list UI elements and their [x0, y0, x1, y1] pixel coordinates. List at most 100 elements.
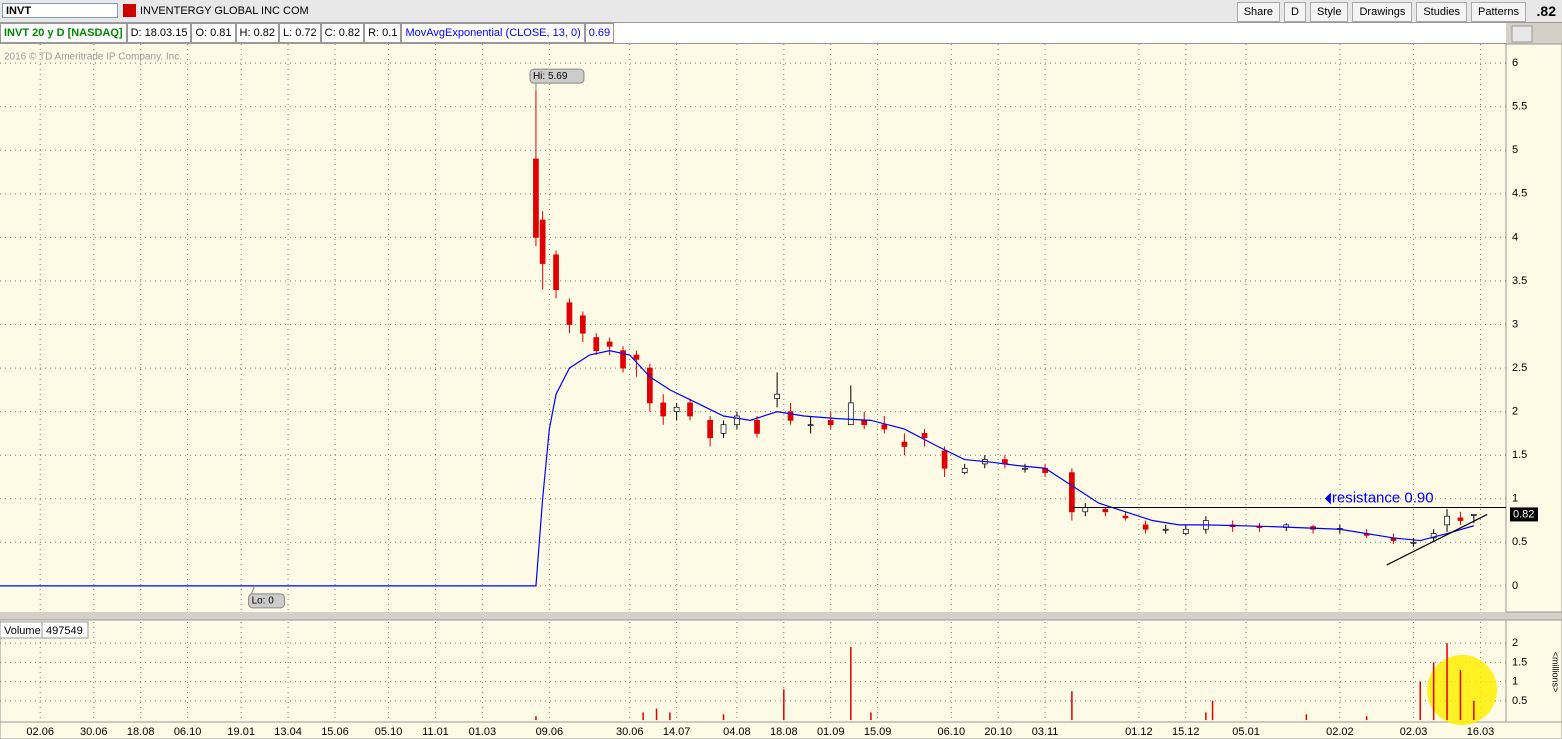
y-tick-label: 4.5 — [1512, 188, 1527, 200]
candle-body — [921, 433, 928, 439]
volume-bar — [1419, 681, 1421, 721]
info-bar: INVT 20 y D [NASDAQ] D: 18.03.15 O: 0.81… — [0, 23, 1506, 44]
volume-value-box — [41, 621, 89, 639]
candle-body — [646, 367, 653, 404]
x-tick-label: 06.10 — [174, 726, 202, 738]
resistance-label: resistance 0.90 — [1332, 489, 1434, 506]
symbol-icon[interactable] — [123, 4, 136, 17]
candle-body — [660, 402, 667, 417]
y-tick-label: 4 — [1512, 231, 1518, 243]
candle-body — [593, 337, 600, 352]
x-tick-label: 13.04 — [274, 726, 302, 738]
volume-bar — [1446, 643, 1448, 721]
candle-body — [707, 419, 713, 439]
candle-body — [847, 402, 854, 426]
candle-body — [734, 415, 740, 426]
resistance-arrow — [1324, 492, 1331, 505]
candle-body — [1410, 541, 1417, 544]
symbol-input[interactable]: INVT — [2, 3, 118, 18]
x-tick-label: 01.03 — [469, 726, 497, 738]
toolbar-buttons: Share D Style Drawings Studies Patterns — [1236, 2, 1526, 22]
candle-body — [754, 419, 760, 434]
candle-body — [539, 219, 546, 264]
x-tick-label: 16.03 — [1467, 726, 1495, 738]
x-tick-label: 15.12 — [1172, 726, 1200, 738]
y-axis-title: <millions> — [1551, 652, 1561, 693]
candle-body — [566, 302, 573, 325]
y-tick-label: 2 — [1512, 637, 1518, 649]
volume-bar — [1473, 700, 1475, 721]
y-tick-label: 5.5 — [1512, 101, 1527, 113]
candle-body — [720, 424, 727, 434]
highlight-circle — [1427, 655, 1497, 725]
volume-bar — [850, 647, 852, 721]
volume-bar — [535, 716, 537, 721]
settings-button[interactable] — [1511, 25, 1533, 43]
candle-body — [1102, 508, 1109, 513]
volume-bar — [1432, 662, 1435, 721]
candle-body — [1182, 528, 1189, 534]
ema-value: 0.69 — [584, 23, 615, 43]
y-tick-label: 2 — [1512, 406, 1518, 418]
volume-bar — [1071, 691, 1073, 721]
volume-panel — [0, 619, 1507, 723]
x-tick-label: 14.07 — [663, 726, 691, 738]
candle-body — [827, 419, 834, 426]
last-price-box — [1510, 507, 1538, 522]
volume-value: 497549 — [46, 625, 83, 637]
y-tick-label: 0.5 — [1512, 695, 1527, 707]
candle-body — [1069, 472, 1075, 513]
price-panel — [0, 44, 1506, 612]
company-name: INVENTERGY GLOBAL INC COM — [140, 5, 309, 17]
y-tick-label: 6 — [1512, 57, 1518, 69]
volume-bar — [655, 708, 658, 721]
y-tick-label: 1.5 — [1512, 656, 1527, 668]
y-tick-label: 1 — [1512, 493, 1518, 505]
x-tick-label: 11.01 — [422, 726, 449, 738]
candle-body — [633, 354, 640, 360]
y-tick-label: 0 — [1512, 580, 1518, 592]
style-button[interactable]: Style — [1310, 2, 1349, 22]
copyright: 2016 © TD Ameritrade IP Company, Inc. — [4, 52, 182, 63]
x-tick-label: 06.10 — [938, 726, 966, 738]
candle-body — [579, 315, 586, 334]
ema-line — [0, 350, 1475, 587]
annotation-label: Lo: 0 — [252, 596, 275, 607]
x-tick-label: 18.08 — [770, 726, 798, 738]
x-tick-label: 02.03 — [1400, 726, 1428, 738]
volume-bar — [870, 712, 872, 721]
info-field: R: 0.1 — [364, 23, 402, 43]
info-field: D: 18.03.15 — [126, 23, 192, 43]
share-button[interactable]: Share — [1236, 2, 1281, 22]
studies-button[interactable]: Studies — [1416, 2, 1468, 22]
volume-bar — [783, 689, 785, 721]
patterns-button[interactable]: Patterns — [1471, 2, 1526, 22]
x-tick-label: 02.02 — [1326, 726, 1354, 738]
drawings-button[interactable]: Drawings — [1352, 2, 1413, 22]
annotation-label: Hi: 5.69 — [533, 71, 568, 82]
x-tick-label: 04.08 — [723, 726, 751, 738]
y-tick-label: 3 — [1512, 318, 1518, 330]
annotation-box — [248, 593, 286, 609]
y-tick-label: 1 — [1512, 676, 1518, 688]
info-field: L: 0.72 — [279, 23, 321, 43]
annotation-box — [529, 68, 585, 84]
x-tick-label: 19.01 — [227, 726, 255, 738]
volume-bar — [1211, 700, 1214, 721]
y-tick-label: 3.5 — [1512, 275, 1527, 287]
volume-title: Volume — [4, 625, 41, 637]
candle-body — [941, 450, 948, 469]
x-tick-label: 15.09 — [864, 726, 892, 738]
x-tick-label: 30.06 — [616, 726, 644, 738]
y-tick-label: 1.5 — [1512, 449, 1527, 461]
candle-body — [553, 254, 559, 291]
x-tick-label: 01.12 — [1125, 726, 1153, 738]
period-button[interactable]: D — [1284, 2, 1306, 22]
info-field: C: 0.82 — [320, 23, 365, 43]
candle-body — [533, 158, 539, 238]
candle-body — [1082, 507, 1089, 513]
x-tick-label: 18.08 — [127, 726, 155, 738]
candle-body — [1430, 533, 1437, 539]
